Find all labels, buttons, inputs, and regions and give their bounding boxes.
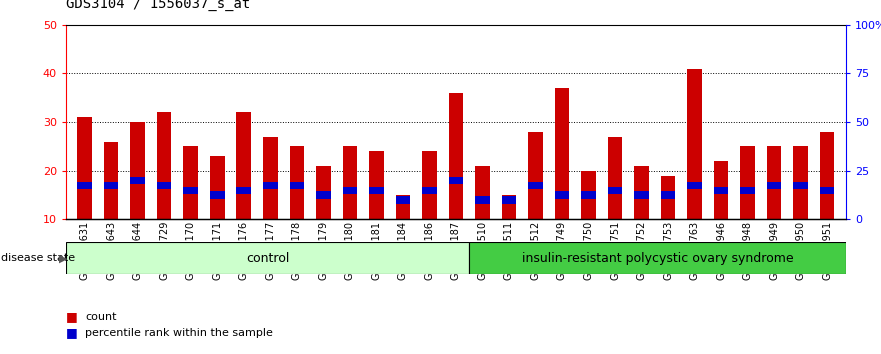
Bar <box>210 156 225 268</box>
Text: ■: ■ <box>66 310 78 323</box>
Text: count: count <box>85 312 117 322</box>
Bar <box>422 152 437 268</box>
Bar <box>66 242 470 274</box>
Bar <box>130 122 145 268</box>
Bar <box>794 182 808 189</box>
Text: control: control <box>246 252 289 265</box>
Text: ■: ■ <box>66 326 78 339</box>
Bar <box>687 69 702 268</box>
Bar <box>687 182 702 189</box>
Bar <box>581 192 596 199</box>
Bar <box>104 182 118 189</box>
Bar <box>608 137 622 268</box>
Bar <box>820 187 834 194</box>
Bar <box>104 142 118 268</box>
Bar <box>714 161 729 268</box>
Bar <box>78 182 92 189</box>
Bar <box>501 196 516 204</box>
Text: percentile rank within the sample: percentile rank within the sample <box>85 328 273 338</box>
Bar <box>634 192 648 199</box>
Bar <box>714 187 729 194</box>
Bar <box>475 196 490 204</box>
Bar <box>529 182 543 189</box>
Bar <box>396 196 411 204</box>
Bar <box>608 187 622 194</box>
Bar <box>396 195 411 268</box>
Bar <box>183 147 198 268</box>
Bar <box>794 147 808 268</box>
Bar <box>555 88 569 268</box>
Bar <box>316 192 330 199</box>
Text: GDS3104 / 1556037_s_at: GDS3104 / 1556037_s_at <box>66 0 250 11</box>
Bar <box>501 195 516 268</box>
Bar <box>130 177 145 184</box>
Bar <box>369 152 383 268</box>
Bar <box>290 147 304 268</box>
Bar <box>343 187 357 194</box>
Text: disease state: disease state <box>1 253 75 263</box>
Bar <box>290 182 304 189</box>
Bar <box>157 113 172 268</box>
Bar <box>581 171 596 268</box>
Bar <box>820 132 834 268</box>
Bar <box>740 147 755 268</box>
Bar <box>343 147 357 268</box>
Bar <box>263 137 278 268</box>
Bar <box>448 177 463 184</box>
Bar <box>634 166 648 268</box>
Bar <box>766 182 781 189</box>
Text: ▶: ▶ <box>59 253 68 263</box>
Bar <box>661 176 676 268</box>
Bar <box>78 117 92 268</box>
Bar <box>555 192 569 199</box>
Bar <box>316 166 330 268</box>
Bar <box>369 187 383 194</box>
Bar <box>422 187 437 194</box>
Bar <box>661 192 676 199</box>
Text: insulin-resistant polycystic ovary syndrome: insulin-resistant polycystic ovary syndr… <box>522 252 793 265</box>
Bar <box>766 147 781 268</box>
Bar <box>529 132 543 268</box>
Bar <box>183 187 198 194</box>
Bar <box>470 242 846 274</box>
Bar <box>236 187 251 194</box>
Bar <box>236 113 251 268</box>
Bar <box>210 192 225 199</box>
Bar <box>448 93 463 268</box>
Bar <box>740 187 755 194</box>
Bar <box>157 182 172 189</box>
Bar <box>263 182 278 189</box>
Bar <box>475 166 490 268</box>
